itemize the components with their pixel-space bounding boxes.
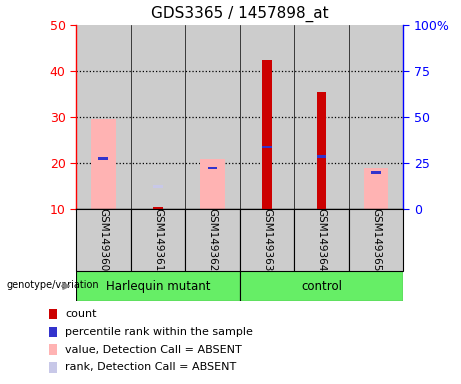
Bar — [130, 25, 185, 209]
Bar — [364, 168, 388, 209]
Bar — [76, 209, 130, 271]
Text: genotype/variation: genotype/variation — [6, 280, 99, 290]
Text: value, Detection Call = ABSENT: value, Detection Call = ABSENT — [65, 345, 242, 355]
Bar — [294, 209, 349, 271]
Bar — [91, 119, 116, 209]
Bar — [240, 271, 403, 301]
Bar — [240, 209, 294, 271]
Text: GSM149361: GSM149361 — [153, 208, 163, 272]
Text: Harlequin mutant: Harlequin mutant — [106, 280, 210, 293]
Bar — [99, 157, 108, 160]
Text: rank, Detection Call = ABSENT: rank, Detection Call = ABSENT — [65, 362, 236, 372]
Bar — [294, 25, 349, 209]
Text: GSM149364: GSM149364 — [317, 208, 326, 272]
Bar — [349, 209, 403, 271]
Bar — [49, 309, 57, 319]
Bar — [130, 209, 185, 271]
Bar — [240, 25, 294, 209]
Text: GSM149360: GSM149360 — [98, 209, 108, 271]
Bar — [49, 326, 57, 337]
Bar — [153, 207, 163, 209]
Bar — [262, 60, 272, 209]
Bar — [371, 171, 381, 174]
Text: GSM149365: GSM149365 — [371, 208, 381, 272]
Text: percentile rank within the sample: percentile rank within the sample — [65, 327, 253, 337]
Text: GSM149363: GSM149363 — [262, 208, 272, 272]
Text: count: count — [65, 309, 97, 319]
Bar — [185, 25, 240, 209]
Bar — [153, 185, 163, 187]
Text: GSM149362: GSM149362 — [207, 208, 218, 272]
Bar — [49, 362, 57, 373]
Bar — [207, 167, 217, 169]
Text: control: control — [301, 280, 342, 293]
Bar — [262, 146, 272, 148]
Bar — [317, 92, 326, 209]
Bar — [317, 155, 326, 157]
Bar — [200, 159, 225, 209]
Bar — [76, 271, 240, 301]
Title: GDS3365 / 1457898_at: GDS3365 / 1457898_at — [151, 6, 329, 22]
Bar — [76, 25, 130, 209]
Bar — [349, 25, 403, 209]
Bar — [49, 344, 57, 355]
Bar — [185, 209, 240, 271]
